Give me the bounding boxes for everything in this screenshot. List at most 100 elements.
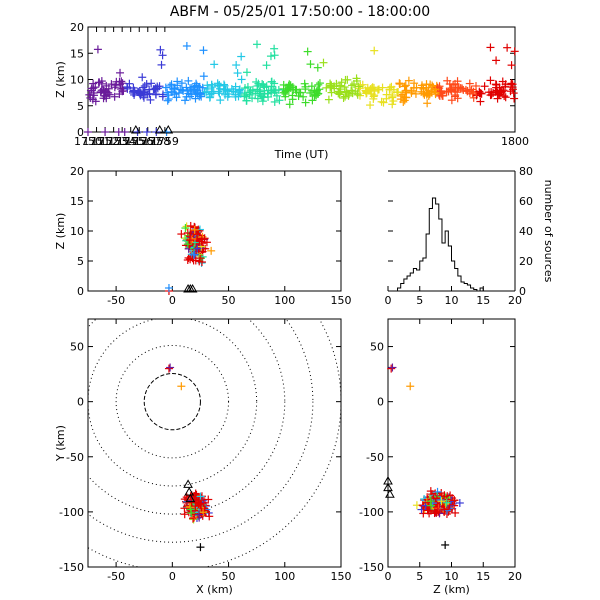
time-height-source — [348, 81, 357, 90]
x-height-source — [188, 254, 197, 263]
x-height-source — [207, 246, 216, 255]
y-tick-label: -100 — [359, 506, 384, 519]
x-height-source — [186, 221, 195, 230]
station-marker — [154, 124, 165, 134]
x-tick-label: 50 — [222, 570, 236, 583]
y-tick-label: 50 — [70, 341, 84, 354]
time-height-source — [253, 81, 262, 90]
time-height-source — [147, 79, 156, 88]
height-y-source — [451, 508, 460, 517]
x-height-source — [177, 230, 186, 239]
time-height-source — [396, 79, 405, 88]
time-height-source — [361, 87, 370, 96]
time-height-source — [174, 88, 183, 97]
time-height-source — [447, 96, 456, 105]
x-tick-label: 10 — [445, 294, 459, 307]
time-height-source — [184, 76, 193, 85]
station-marker — [383, 482, 393, 492]
time-height-source — [231, 92, 240, 101]
time-height-source — [410, 79, 419, 88]
x-tick-label: 1756 — [125, 135, 153, 148]
y-tick-label: 0 — [77, 396, 84, 409]
time-height-source — [303, 47, 312, 56]
x-height-source — [190, 225, 199, 234]
time-height-source — [285, 100, 294, 109]
plan-source — [195, 510, 204, 519]
time-height-source — [315, 85, 324, 94]
time-height-source — [107, 80, 116, 89]
x-tick-label: 15 — [476, 570, 490, 583]
height-y-frame — [387, 318, 516, 568]
time-height-source — [134, 88, 143, 97]
x-tick-label: 1753 — [100, 135, 128, 148]
time-height-source — [219, 80, 228, 89]
time-height-source — [191, 94, 200, 103]
x-height-source — [164, 284, 173, 292]
time-height-source — [493, 94, 502, 103]
time-height-source — [243, 82, 252, 91]
time-height-source — [486, 43, 495, 52]
x-axis-label: Z (km) — [433, 583, 470, 596]
time-height-source — [307, 82, 316, 91]
x-height-source — [181, 224, 190, 233]
time-height-source — [327, 81, 336, 90]
time-height-source — [143, 90, 152, 99]
page-title: ABFM - 05/25/01 17:50:00 - 18:00:00 — [169, 4, 431, 20]
height-y-source — [387, 364, 396, 373]
time-height-source — [220, 81, 229, 90]
time-height-source — [336, 85, 345, 94]
time-height-source — [256, 86, 265, 95]
x-tick-label: 0 — [169, 570, 176, 583]
x-tick-label: 0 — [385, 570, 392, 583]
time-height-source — [242, 68, 251, 77]
time-height-source — [89, 84, 98, 93]
time-height-source — [248, 85, 257, 94]
time-height-source — [179, 86, 188, 95]
y-tick-label: -100 — [59, 506, 84, 519]
time-height-source — [119, 86, 128, 95]
time-height-source — [355, 84, 364, 93]
x-height-source — [189, 250, 198, 259]
time-height-source — [173, 77, 182, 86]
time-height-source — [166, 81, 175, 90]
time-height-source — [419, 84, 428, 93]
height-y-source — [442, 498, 451, 507]
time-height-source — [288, 95, 297, 104]
station-marker — [183, 479, 193, 488]
time-height-source — [163, 96, 172, 105]
time-height-source — [158, 92, 167, 101]
x-tick-label: 0 — [169, 294, 176, 307]
plan-source — [194, 499, 203, 508]
time-height-source — [370, 46, 379, 55]
height-y-source — [441, 540, 450, 549]
time-height-source — [232, 61, 241, 70]
time-height-source — [399, 97, 408, 106]
plan-source — [205, 512, 214, 521]
range-ring — [88, 319, 341, 567]
time-height-source — [461, 85, 470, 94]
time-height-frame — [87, 26, 516, 133]
time-height-source — [216, 96, 225, 105]
time-height-source — [263, 89, 272, 98]
x-axis-label: X (km) — [196, 583, 233, 596]
time-height-source — [379, 98, 388, 107]
height-y-source — [432, 508, 441, 517]
ground-source — [120, 128, 129, 136]
x-tick-label: 20 — [508, 570, 522, 583]
time-height-source — [377, 97, 386, 106]
y-tick-label: 15 — [70, 195, 84, 208]
time-height-source — [486, 76, 495, 85]
time-height-source — [335, 88, 344, 97]
time-height-source — [480, 82, 489, 91]
time-height-source — [94, 78, 103, 87]
time-height-source — [354, 82, 363, 91]
ground-source — [84, 128, 92, 136]
height-y-source — [433, 507, 442, 516]
time-height-source — [146, 95, 155, 104]
time-height-source — [349, 80, 358, 89]
plan-source — [199, 508, 208, 517]
time-height-source — [367, 89, 376, 98]
time-height-source — [423, 99, 432, 108]
time-height-source — [378, 83, 387, 92]
y-tick-label: -150 — [59, 561, 84, 574]
